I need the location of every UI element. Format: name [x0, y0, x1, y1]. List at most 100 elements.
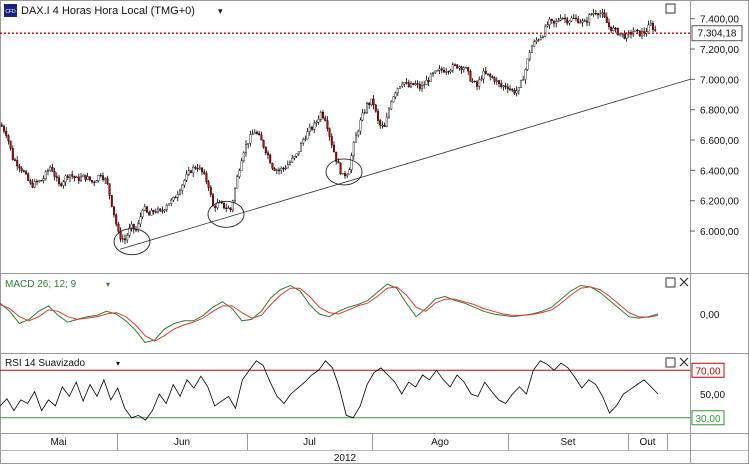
- candle-body: [51, 166, 54, 172]
- rsi-dropdown-icon[interactable]: ▾: [116, 359, 120, 368]
- chart-title: DAX.I 4 Horas Hora Local (TMG+0): [21, 5, 195, 17]
- candle-body: [53, 171, 56, 177]
- candle-body: [599, 13, 602, 16]
- instrument-selector[interactable]: CFD DAX.I 4 Horas Hora Local (TMG+0) ▾: [4, 4, 223, 17]
- candle-body: [55, 176, 58, 178]
- candle-body: [414, 83, 417, 86]
- candle-body: [112, 206, 115, 216]
- candle-body: [427, 79, 430, 82]
- candle-body: [152, 210, 155, 212]
- candle-body: [9, 140, 12, 149]
- month-label: Ago: [431, 437, 449, 448]
- candle-body: [256, 131, 259, 134]
- candle-body: [73, 176, 76, 179]
- macd-panel: 0,00: [0, 283, 720, 344]
- cfd-badge-label: CFD: [5, 9, 16, 15]
- candle-body: [407, 82, 410, 88]
- candle-body: [451, 64, 454, 71]
- candle-body: [429, 73, 432, 82]
- maximize-rsi-panel-icon[interactable]: [665, 357, 676, 368]
- candle-body: [88, 176, 91, 181]
- candle-body: [603, 12, 606, 18]
- month-label: Out: [639, 437, 655, 448]
- macd-dropdown-icon[interactable]: ▾: [106, 280, 110, 289]
- candle-body: [524, 69, 527, 80]
- candle-body: [225, 207, 228, 209]
- candle-body: [394, 92, 397, 98]
- candle-body: [590, 13, 593, 16]
- candle-body: [31, 182, 34, 188]
- candle-body: [550, 18, 553, 21]
- candle-body: [326, 120, 329, 129]
- candle-body: [192, 166, 195, 173]
- candle-body: [583, 20, 586, 22]
- candle-body: [0, 124, 3, 127]
- rsi-level-box: [691, 362, 725, 378]
- maximize-price-panel-icon[interactable]: [665, 3, 676, 14]
- candle-body: [383, 124, 386, 127]
- candle-body: [361, 112, 364, 121]
- candle-body: [139, 216, 142, 225]
- candle-body: [13, 159, 16, 161]
- candle-body: [399, 86, 402, 89]
- candle-body: [535, 39, 538, 42]
- candle-body: [38, 180, 41, 182]
- month-label: Set: [560, 437, 575, 448]
- maximize-macd-panel-icon[interactable]: [665, 277, 676, 288]
- title-dropdown-icon[interactable]: ▾: [218, 6, 223, 16]
- candle-body: [333, 144, 336, 153]
- candle-body: [421, 85, 424, 89]
- candle-body: [654, 29, 657, 31]
- close-rsi-panel-icon[interactable]: [679, 357, 689, 367]
- candle-body: [586, 20, 589, 23]
- candle-body: [286, 164, 289, 169]
- candle-body: [249, 134, 252, 144]
- candle-body: [412, 83, 415, 86]
- candle-body: [49, 166, 52, 171]
- price-axis-tick-label: 7.400,00: [700, 15, 739, 26]
- candle-body: [205, 173, 208, 182]
- candle-body: [594, 12, 597, 15]
- candle-body: [264, 147, 267, 154]
- candle-body: [183, 180, 186, 186]
- candle-body: [198, 167, 201, 170]
- candle-body: [289, 161, 292, 165]
- candle-body: [211, 194, 214, 207]
- candle-body: [515, 90, 518, 94]
- month-axis: Mai Jun Jul Ago Set Out: [0, 434, 668, 450]
- candle-body: [62, 181, 65, 186]
- candle-body: [579, 22, 582, 24]
- candle-body: [546, 24, 549, 27]
- candle-body: [634, 29, 637, 32]
- candle-body: [465, 67, 468, 69]
- candle-body: [438, 68, 441, 71]
- price-axis-tick-label: 6.600,00: [700, 136, 739, 147]
- candle-body: [322, 111, 325, 119]
- candle-body: [506, 86, 509, 90]
- candle-body: [238, 170, 241, 177]
- candle-body: [572, 17, 575, 20]
- macd-zero-label: 0,00: [700, 310, 720, 321]
- candle-body: [434, 70, 437, 74]
- candle-body: [167, 203, 170, 206]
- candle-body: [495, 80, 498, 82]
- candle-body: [649, 23, 652, 26]
- macd-signal-line: [0, 286, 659, 342]
- candle-body: [410, 83, 413, 88]
- highlight-circle: [207, 200, 245, 228]
- close-macd-panel-icon[interactable]: [679, 277, 689, 287]
- candle-body: [115, 214, 118, 225]
- candle-body: [97, 174, 100, 181]
- candle-body: [401, 83, 404, 87]
- candle-body: [119, 231, 122, 240]
- candlestick-series: [0, 8, 657, 244]
- candle-body: [440, 68, 443, 71]
- candle-body: [278, 169, 281, 171]
- price-axis-tick-label: 6.200,00: [700, 197, 739, 208]
- candle-body: [425, 79, 428, 85]
- candle-body: [568, 20, 571, 24]
- candle-body: [502, 85, 505, 88]
- candle-body: [148, 211, 151, 216]
- rsi-label: RSI 14 Suavizado: [5, 358, 85, 369]
